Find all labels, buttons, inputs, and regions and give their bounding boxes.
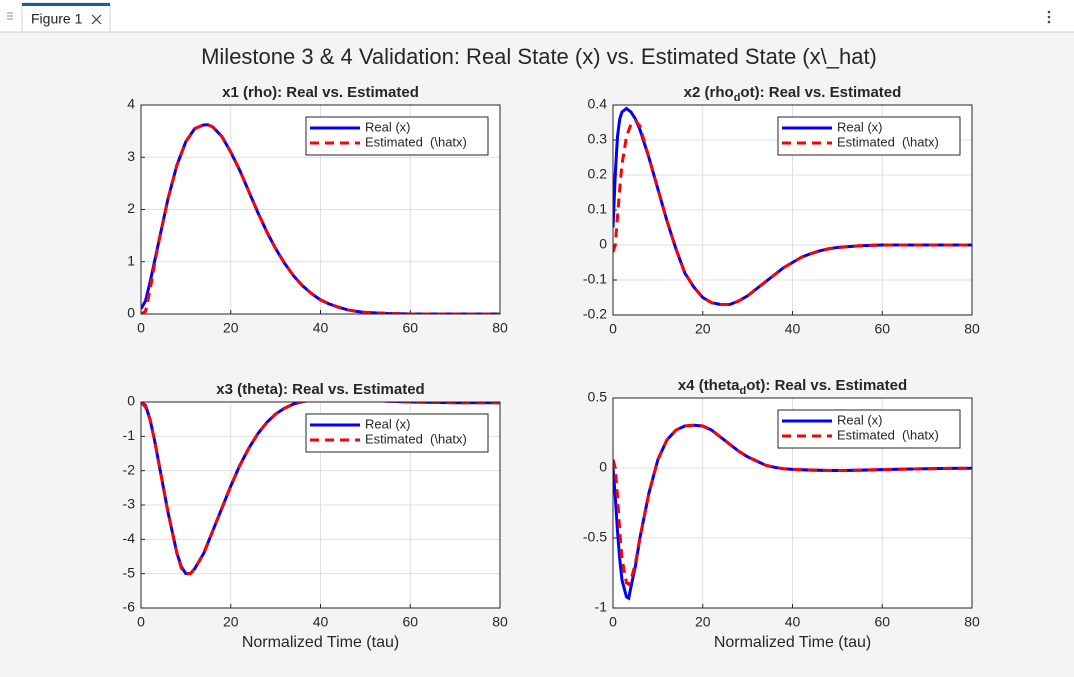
y-tick-label: -2 bbox=[123, 461, 136, 477]
tab-close[interactable] bbox=[91, 14, 102, 25]
x-axis-label: Normalized Time (tau) bbox=[242, 634, 399, 651]
y-tick-label: 3 bbox=[127, 148, 135, 164]
legend-label: Estimated (\hatx) bbox=[365, 134, 467, 149]
legend-label: Estimated (\hatx) bbox=[837, 134, 939, 149]
legend-label: Estimated (\hatx) bbox=[837, 427, 939, 442]
axes-box bbox=[140, 401, 501, 609]
y-tick-label: 0.4 bbox=[588, 96, 608, 112]
chart-title-part: x4 (theta bbox=[678, 377, 740, 394]
y-tick-label: 0 bbox=[127, 305, 135, 321]
legend-box bbox=[305, 116, 489, 156]
y-tick-label: 0.1 bbox=[588, 201, 608, 217]
chart-title: x4 (thetadot): Real vs. Estimated bbox=[678, 377, 907, 397]
x-tick-label: 60 bbox=[874, 321, 890, 337]
figure-title: Milestone 3 & 4 Validation: Real State (… bbox=[201, 44, 877, 69]
data-line bbox=[141, 123, 500, 314]
legend-box bbox=[305, 413, 489, 453]
y-tick-label: 1 bbox=[127, 252, 135, 268]
x-axis-label: Normalized Time (tau) bbox=[714, 634, 871, 651]
x-tick-label: 20 bbox=[695, 321, 711, 337]
data-line bbox=[141, 402, 500, 576]
chart-title-part: ot): Real vs. Estimated bbox=[746, 377, 907, 394]
y-tick-label: 0 bbox=[599, 236, 607, 252]
chart-title-part: x1 (rho): Real vs. Estimated bbox=[222, 84, 419, 101]
x-tick-label: 60 bbox=[402, 320, 418, 336]
legend-label: Real (x) bbox=[837, 119, 883, 134]
chart-title-part: x2 (rho bbox=[684, 84, 734, 101]
y-tick-label: 0.2 bbox=[588, 166, 608, 182]
y-tick-label: -0.5 bbox=[583, 529, 607, 545]
y-tick-label: 0 bbox=[599, 459, 607, 475]
chart-title: x3 (theta): Real vs. Estimated bbox=[216, 381, 424, 398]
y-tick-label: 0 bbox=[127, 393, 135, 409]
tab-bar bbox=[0, 0, 1074, 32]
y-tick-label: 4 bbox=[127, 96, 135, 112]
data-line bbox=[613, 106, 972, 306]
chart-title-part: d bbox=[734, 92, 741, 104]
legend-label: Real (x) bbox=[365, 119, 411, 134]
x-tick-label: 20 bbox=[223, 614, 239, 630]
x-tick-label: 60 bbox=[402, 614, 418, 630]
x-tick-label: 20 bbox=[695, 614, 711, 630]
x-tick-label: 60 bbox=[874, 614, 890, 630]
y-tick-label: -4 bbox=[123, 530, 136, 546]
x-tick-label: 80 bbox=[492, 614, 508, 630]
y-tick-label: -3 bbox=[123, 496, 136, 512]
x-tick-label: 80 bbox=[964, 614, 980, 630]
legend-label: Estimated (\hatx) bbox=[365, 431, 467, 446]
axes-box bbox=[612, 104, 973, 316]
chart-title-part: ot): Real vs. Estimated bbox=[740, 84, 901, 101]
x-tick-label: 0 bbox=[609, 321, 617, 337]
y-tick-label: 2 bbox=[127, 200, 135, 216]
y-tick-label: -1 bbox=[123, 427, 136, 443]
axes-box bbox=[612, 397, 973, 609]
legend-label: Real (x) bbox=[365, 416, 411, 431]
y-tick-label: -0.1 bbox=[583, 271, 607, 287]
x-tick-label: 40 bbox=[785, 614, 801, 630]
y-tick-label: -0.2 bbox=[583, 306, 607, 322]
data-line bbox=[613, 423, 972, 587]
chart-title: x2 (rhodot): Real vs. Estimated bbox=[684, 84, 902, 104]
legend-box bbox=[777, 116, 961, 156]
x-tick-label: 80 bbox=[492, 320, 508, 336]
x-tick-label: 40 bbox=[313, 614, 329, 630]
legend-label: Real (x) bbox=[837, 412, 883, 427]
x-tick-label: 0 bbox=[137, 614, 145, 630]
y-tick-label: 0.5 bbox=[588, 389, 608, 405]
x-tick-label: 0 bbox=[609, 614, 617, 630]
x-tick-label: 80 bbox=[964, 321, 980, 337]
axes-box bbox=[140, 104, 501, 315]
y-tick-label: -6 bbox=[123, 599, 136, 615]
x-tick-label: 40 bbox=[313, 320, 329, 336]
legend-box bbox=[777, 409, 961, 449]
x-tick-label: 0 bbox=[137, 320, 145, 336]
y-tick-label: -1 bbox=[595, 599, 608, 615]
menu-icon[interactable] bbox=[7, 12, 13, 20]
chart-title: x1 (rho): Real vs. Estimated bbox=[222, 84, 419, 101]
x-tick-label: 20 bbox=[223, 320, 239, 336]
y-tick-label: 0.3 bbox=[588, 131, 608, 147]
y-tick-label: -5 bbox=[123, 564, 136, 580]
chart-title-part: x3 (theta): Real vs. Estimated bbox=[216, 381, 424, 398]
tab-highlight bbox=[22, 3, 110, 6]
x-tick-label: 40 bbox=[785, 321, 801, 337]
chart-title-part: d bbox=[740, 385, 747, 397]
tab-label[interactable]: Figure 1 bbox=[31, 11, 83, 27]
options-icon[interactable] bbox=[1047, 10, 1051, 24]
